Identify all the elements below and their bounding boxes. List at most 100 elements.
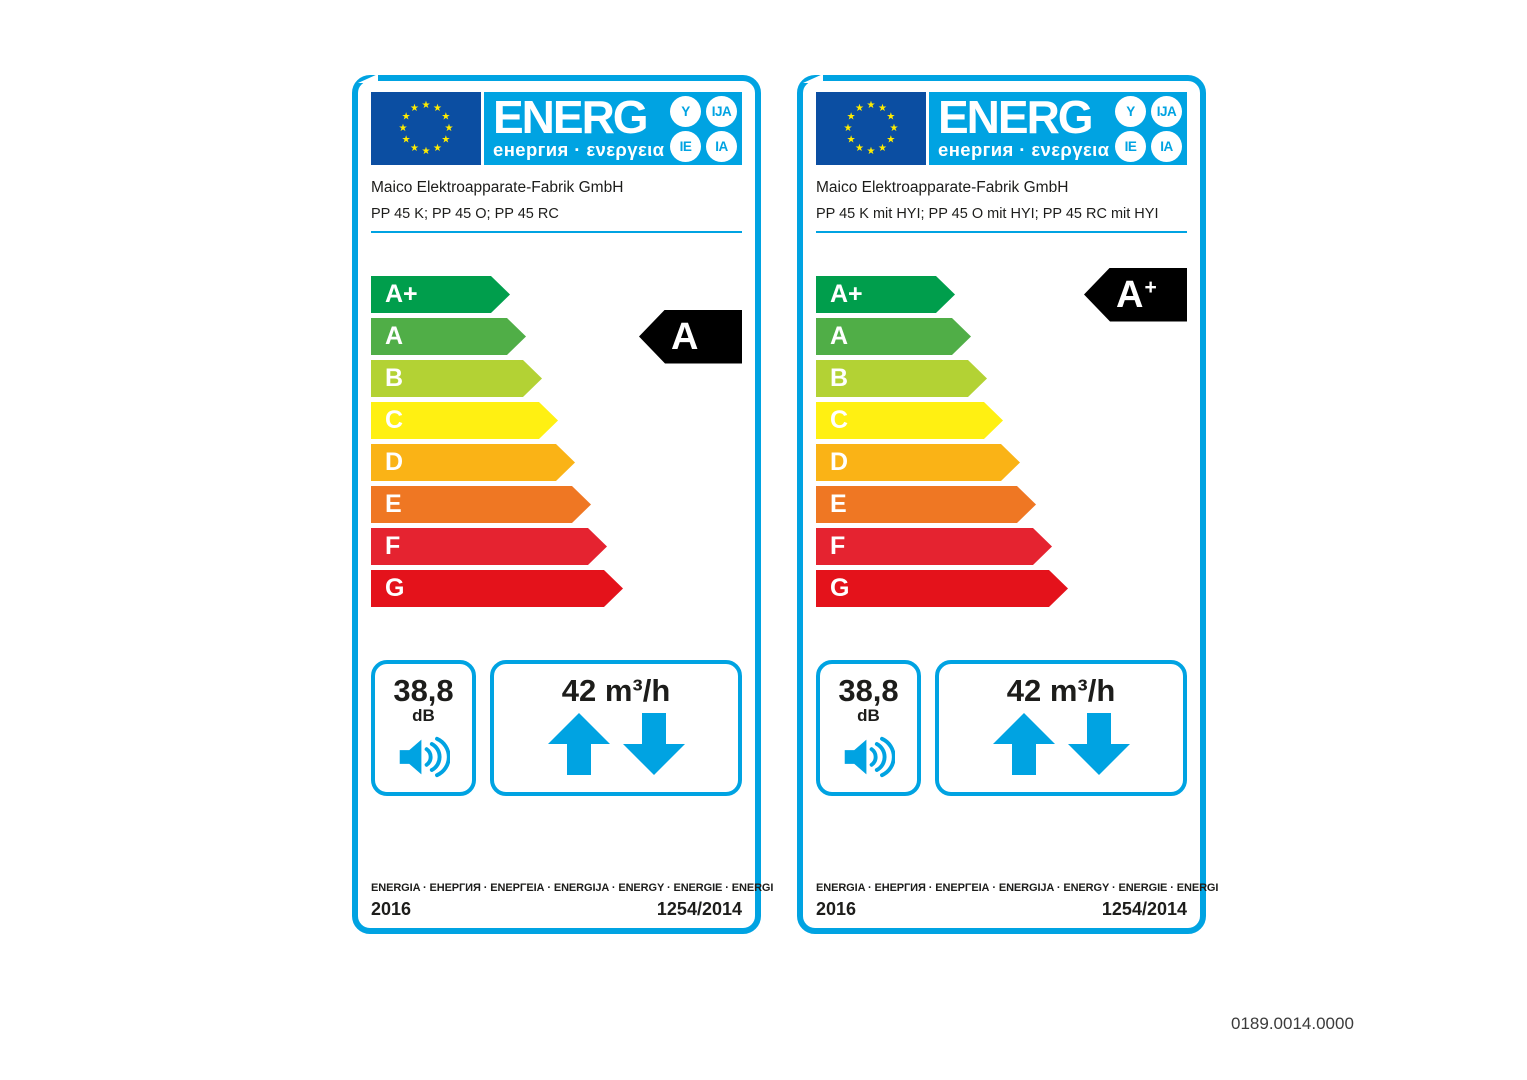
energy-class-bar-g: G [371, 570, 623, 607]
svg-text:★: ★ [445, 123, 454, 134]
suffix-bubble-ija: IJA [1151, 95, 1182, 127]
suffix-bubble-ie: IE [670, 130, 701, 162]
energy-class-letter: E [830, 490, 847, 518]
svg-text:★: ★ [402, 135, 411, 146]
airflow-value: 42 m³/h [1006, 673, 1116, 708]
svg-text:★: ★ [433, 103, 442, 114]
energy-class-bar-b: B [816, 360, 987, 397]
svg-text:★: ★ [886, 112, 895, 123]
footer-regulation: 1254/2014 [1101, 899, 1187, 919]
suffix-bubble-ia: IA [1151, 130, 1182, 162]
svg-text:★: ★ [847, 112, 856, 123]
svg-text:★: ★ [441, 112, 450, 123]
metrics-row: 38,8 dB 42 m³/h [816, 660, 1187, 796]
model-names: PP 45 K mit HYI; PP 45 O mit HYI; PP 45 … [816, 206, 1159, 222]
energy-class-bar-b: B [371, 360, 542, 397]
energy-class-letter: E [385, 490, 402, 518]
airflow-arrows [939, 713, 1183, 775]
svg-text:★: ★ [867, 100, 876, 111]
energy-class-bar-aplus: A+ [816, 276, 955, 313]
footer-languages: ENERGIA · ЕНЕРГИЯ · ΕΝΕΡΓΕΙΑ · ENERGIJA … [816, 882, 1219, 894]
eu-flag: ★ ★ ★ ★ ★ ★ ★ ★ ★ ★ ★ ★ [816, 92, 926, 165]
rating-arrow: A [639, 309, 742, 364]
suffix-bubble-y: Y [670, 95, 701, 127]
energ-brand-text: ENERG [938, 90, 1094, 143]
svg-text:★: ★ [847, 135, 856, 146]
suffix-bubble-y: Y [1115, 95, 1146, 127]
eu-flag-stars-icon: ★ ★★★★★★★★★★★ [399, 100, 454, 157]
noise-value: 38,8 [838, 673, 899, 708]
eu-flag: ★ ★ ★ ★ ★ ★ ★ ★ ★ ★ ★ ★ [371, 92, 481, 165]
label-header: ★ ★ ★ ★ ★ ★ ★ ★ ★ ★ ★ ★ ENERG енергия · ενεργεια Y … [371, 92, 742, 165]
energ-wordmark: ENERG енергия · ενεργεια [484, 94, 664, 161]
energy-class-bar-c: C [816, 402, 1003, 439]
language-suffix-bubbles: Y IJA IE IA [1115, 95, 1187, 162]
svg-text:★: ★ [410, 143, 419, 154]
arrow-down-icon [1067, 713, 1130, 775]
energy-class-letter: B [385, 364, 404, 392]
svg-text:★: ★ [433, 143, 442, 154]
rating-letter: A [671, 315, 699, 358]
energy-class-ladder: A+ A B C D E F G A [371, 276, 742, 607]
speaker-icon [844, 736, 896, 778]
document-code: 0189.0014.0000 [1231, 1014, 1354, 1033]
energy-class-bar-aplus: A+ [371, 276, 510, 313]
energ-logo: ENERG енергия · ενεργεια Y IJA IE IA [484, 92, 742, 165]
noise-box: 38,8 dB [371, 660, 476, 796]
manufacturer-name: Maico Elektroapparate-Fabrik GmbH [371, 179, 624, 196]
arrow-up-icon [992, 713, 1055, 775]
footer-row: 2016 1254/2014 [816, 899, 1187, 920]
svg-text:★: ★ [422, 146, 431, 157]
svg-text:★: ★ [890, 123, 899, 134]
footer-regulation: 1254/2014 [656, 899, 742, 919]
svg-text:★: ★ [399, 123, 408, 134]
energy-class-bar-d: D [816, 444, 1020, 481]
rating-plus: + [1144, 276, 1157, 299]
energy-class-letter: G [830, 574, 850, 602]
noise-box: 38,8 dB [816, 660, 921, 796]
energy-class-letter: C [385, 406, 404, 434]
energy-label-right: ★ ★ ★ ★ ★ ★ ★ ★ ★ ★ ★ ★ ENERG енергия · ενεργεια Y … [797, 74, 1219, 934]
manufacturer-name: Maico Elektroapparate-Fabrik GmbH [816, 179, 1069, 196]
energy-class-letter: A+ [830, 280, 863, 308]
arrow-up-icon [547, 713, 610, 775]
model-names: PP 45 K; PP 45 O; PP 45 RC [371, 206, 559, 222]
energy-class-letter: F [830, 532, 846, 560]
svg-text:★: ★ [878, 143, 887, 154]
energy-class-letter: A [385, 322, 404, 350]
divider-line [371, 231, 742, 233]
svg-text:★: ★ [844, 123, 853, 134]
suffix-bubble-ia: IA [706, 130, 737, 162]
energy-class-bar-g: G [816, 570, 1068, 607]
energy-class-ladder: A+ A B C D E F G A + [816, 267, 1187, 607]
energy-class-bar-a: A [816, 318, 971, 355]
suffix-bubble-ie: IE [1115, 130, 1146, 162]
energy-class-bar-f: F [371, 528, 607, 565]
eu-flag-stars-icon: ★ ★★★★★★★★★★★ [844, 100, 899, 157]
rating-arrow: A + [1084, 267, 1187, 322]
energ-logo: ENERG енергия · ενεργεια Y IJA IE IA [929, 92, 1187, 165]
footer-year: 2016 [816, 899, 857, 919]
label-header: ★ ★ ★ ★ ★ ★ ★ ★ ★ ★ ★ ★ ENERG енергия · ενεργεια Y … [816, 92, 1187, 165]
energy-class-letter: G [385, 574, 405, 602]
svg-text:★: ★ [441, 135, 450, 146]
energy-class-bar-f: F [816, 528, 1052, 565]
svg-text:★: ★ [422, 100, 431, 111]
energ-subtitle-text: енергия · ενεργεια [938, 139, 1110, 161]
corner-notch [358, 74, 378, 83]
energy-class-bar-e: E [371, 486, 591, 523]
energy-class-letter: A+ [385, 280, 418, 308]
energy-class-bar-e: E [816, 486, 1036, 523]
svg-text:★: ★ [855, 103, 864, 114]
svg-text:★: ★ [410, 103, 419, 114]
metrics-row: 38,8 dB 42 m³/h [371, 660, 742, 796]
footer-row: 2016 1254/2014 [371, 899, 742, 920]
arrow-down-icon [622, 713, 685, 775]
rating-letter: A [1116, 273, 1144, 316]
energy-class-bar-d: D [371, 444, 575, 481]
energy-label-left: ★ ★ ★ ★ ★ ★ ★ ★ ★ ★ ★ ★ ENERG енергия · ενεργεια Y … [352, 74, 773, 934]
energy-class-letter: A [830, 322, 849, 350]
svg-text:★: ★ [402, 112, 411, 123]
energ-wordmark: ENERG енергия · ενεργεια [929, 90, 1110, 161]
